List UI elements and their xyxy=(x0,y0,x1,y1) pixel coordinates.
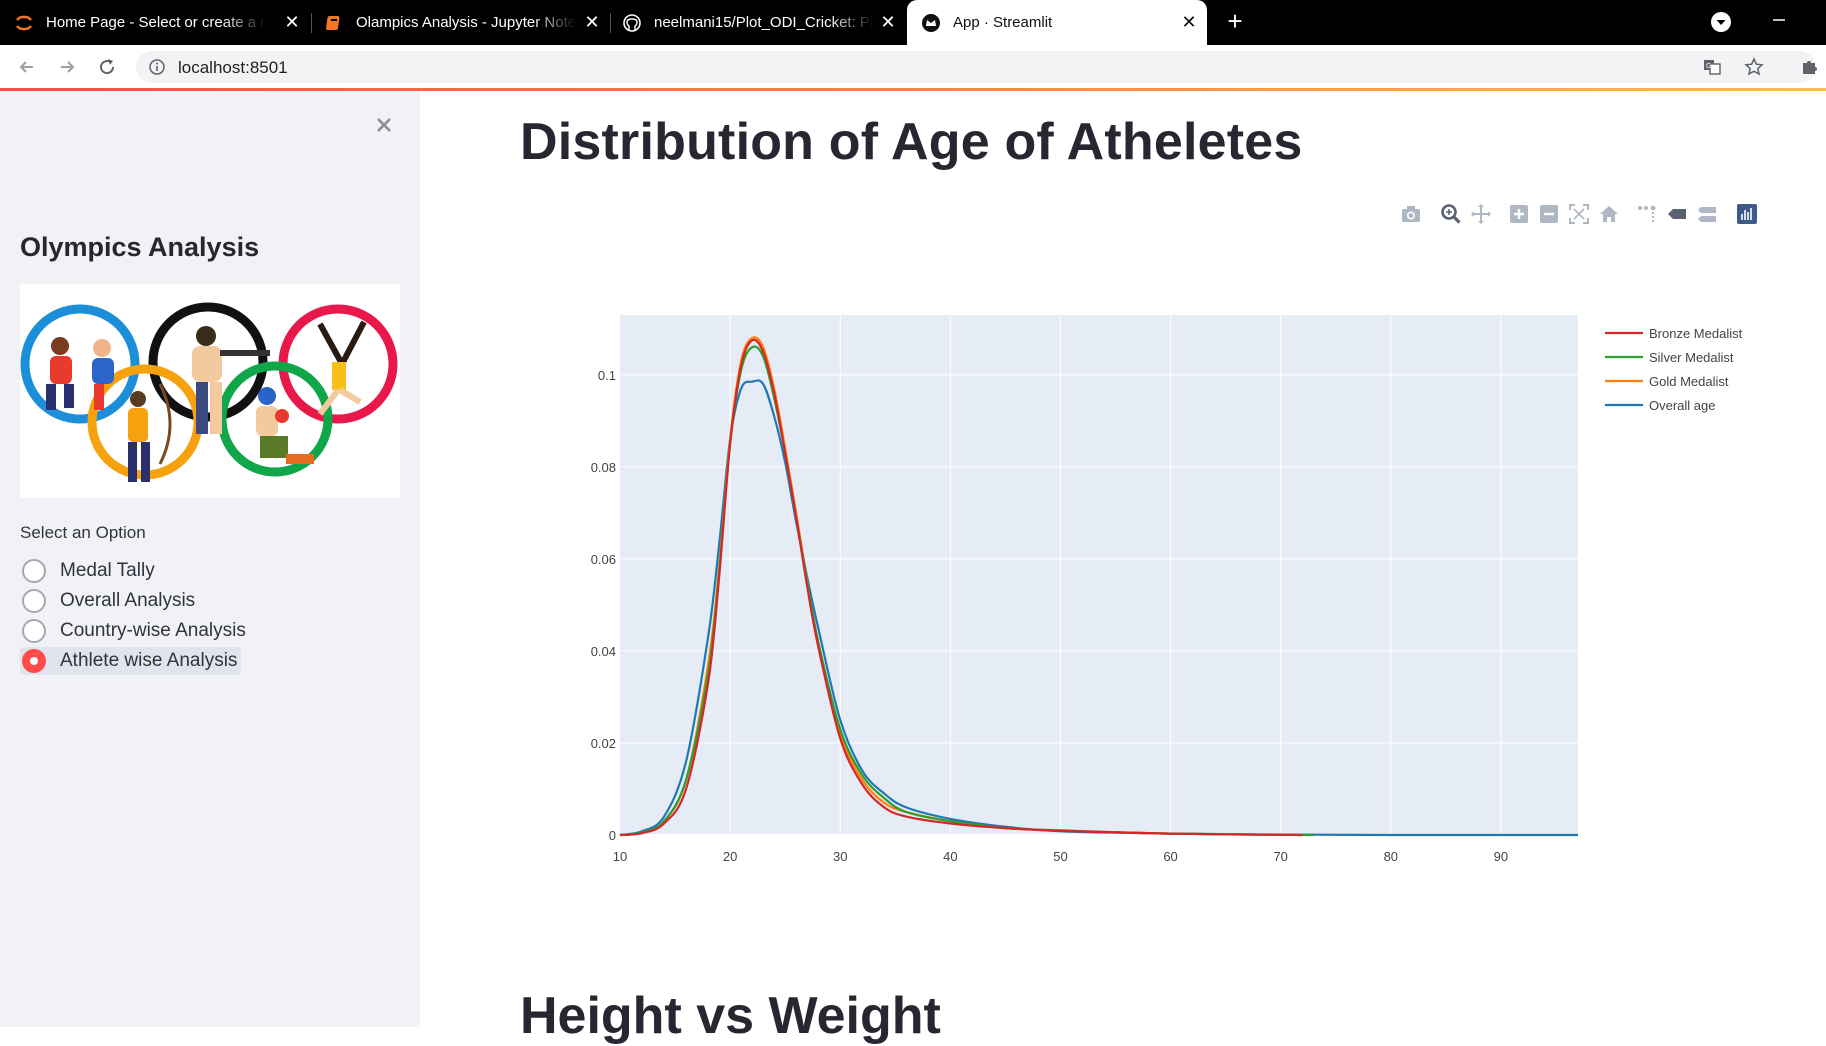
browser-toolbar: localhost:8501 G xyxy=(0,45,1826,88)
x-tick-label: 60 xyxy=(1163,849,1177,864)
tab-title: Olampics Analysis - Jupyter Notebook xyxy=(356,14,576,31)
legend-item-gold-medalist[interactable]: Gold Medalist xyxy=(1649,374,1729,389)
close-sidebar-icon[interactable] xyxy=(372,113,396,137)
page-title: Distribution of Age of Atheletes xyxy=(520,113,1303,171)
address-bar[interactable]: localhost:8501 G xyxy=(136,51,1816,83)
browser-tab-notebook[interactable]: Olampics Analysis - Jupyter Notebook ✕ xyxy=(324,0,610,45)
radio-athlete-wise-analysis[interactable]: Athlete wise Analysis xyxy=(20,647,242,675)
radio-medal-tally[interactable]: Medal Tally xyxy=(20,557,159,585)
back-button[interactable] xyxy=(14,54,40,80)
tab-title: neelmani15/Plot_ODI_Cricket: Plot xyxy=(654,14,874,31)
hover-closest-icon[interactable] xyxy=(1666,203,1688,225)
close-tab-icon[interactable]: ✕ xyxy=(284,11,300,32)
url-text[interactable]: localhost:8501 xyxy=(178,58,288,77)
radio-label[interactable]: Overall Analysis xyxy=(60,590,196,611)
home-icon[interactable] xyxy=(1598,203,1620,225)
x-tick-label: 70 xyxy=(1273,849,1287,864)
forward-arrow-icon xyxy=(61,61,75,73)
radio-button-selected[interactable] xyxy=(22,649,46,673)
reload-button[interactable] xyxy=(94,54,120,80)
browser-tab-github[interactable]: neelmani15/Plot_ODI_Cricket: Plot ✕ xyxy=(622,0,906,45)
y-tick-label: 0.06 xyxy=(591,552,616,567)
tab-separator xyxy=(311,13,312,33)
plotly-logo-icon[interactable] xyxy=(1736,203,1758,225)
y-tick-label: 0.08 xyxy=(591,460,616,475)
tab-separator xyxy=(610,13,611,33)
spike-lines-icon[interactable] xyxy=(1636,203,1658,225)
bookmark-star-icon[interactable] xyxy=(1744,57,1764,77)
zoom-icon[interactable] xyxy=(1440,203,1462,225)
radio-button[interactable] xyxy=(22,619,46,643)
legend-item-silver-medalist[interactable]: Silver Medalist xyxy=(1649,350,1734,365)
extensions-puzzle-icon[interactable] xyxy=(1800,56,1820,76)
browser-tab-jupyter-home[interactable]: Home Page - Select or create a notebook … xyxy=(14,0,310,45)
streamlit-icon xyxy=(921,13,941,33)
radio-button[interactable] xyxy=(22,559,46,583)
plot-area xyxy=(620,315,1578,835)
plotly-modebar xyxy=(1400,203,1770,225)
close-tab-icon[interactable]: ✕ xyxy=(584,11,600,32)
site-info-icon[interactable] xyxy=(149,59,165,75)
radio-label[interactable]: Athlete wise Analysis xyxy=(60,650,238,671)
radio-country-wise-analysis[interactable]: Country-wise Analysis xyxy=(20,617,250,645)
github-icon xyxy=(622,13,642,33)
close-tab-icon[interactable]: ✕ xyxy=(1181,11,1197,32)
legend-item-overall-age[interactable]: Overall age xyxy=(1649,398,1715,413)
translate-icon[interactable]: G xyxy=(1702,57,1722,77)
radio-label[interactable]: Country-wise Analysis xyxy=(60,620,246,641)
x-tick-label: 40 xyxy=(943,849,957,864)
zoom-out-icon[interactable] xyxy=(1538,203,1560,225)
x-tick-label: 50 xyxy=(1053,849,1067,864)
y-tick-label: 0.02 xyxy=(591,736,616,751)
age-distribution-chart: 10 20 30 40 50 60 70 80 90 0 0.02 0.04 0.06 0.08 0.1 Br… xyxy=(591,315,1743,864)
notebook-icon xyxy=(324,13,344,33)
x-tick-label: 10 xyxy=(613,849,627,864)
back-arrow-icon xyxy=(19,61,33,73)
series-line-bronze-medalist xyxy=(619,338,1303,837)
radio-label[interactable]: Medal Tally xyxy=(60,560,155,581)
x-tick-label: 90 xyxy=(1494,849,1508,864)
tab-title: App · Streamlit xyxy=(953,14,1053,31)
y-tick-label: 0.1 xyxy=(598,368,616,383)
x-tick-label: 80 xyxy=(1384,849,1398,864)
close-tab-icon[interactable]: ✕ xyxy=(880,11,896,32)
zoom-in-icon[interactable] xyxy=(1508,203,1530,225)
autoscale-icon[interactable] xyxy=(1568,203,1590,225)
radio-button[interactable] xyxy=(22,589,46,613)
tab-search-button[interactable] xyxy=(1710,11,1732,33)
section-title-height-vs-weight: Height vs Weight xyxy=(520,987,941,1045)
hover-compare-icon[interactable] xyxy=(1696,203,1718,225)
legend-item-bronze-medalist[interactable]: Bronze Medalist xyxy=(1649,326,1743,341)
svg-text:G: G xyxy=(1706,63,1711,70)
tab-title: Home Page - Select or create a notebook xyxy=(46,14,266,31)
new-tab-button[interactable]: + xyxy=(1227,6,1243,36)
y-tick-label: 0.04 xyxy=(591,644,616,659)
select-option-label: Select an Option xyxy=(20,523,146,542)
olympic-rings-athletes-image xyxy=(20,284,400,498)
y-tick-label: 0 xyxy=(609,828,616,843)
pan-icon[interactable] xyxy=(1470,203,1492,225)
radio-overall-analysis[interactable]: Overall Analysis xyxy=(20,587,199,615)
reload-icon xyxy=(100,59,115,75)
sidebar: Olympics Analysis xyxy=(0,91,420,1027)
browser-tab-strip: Home Page - Select or create a notebook … xyxy=(0,0,1826,45)
x-tick-label: 30 xyxy=(833,849,847,864)
forward-button[interactable] xyxy=(54,54,80,80)
browser-tab-streamlit[interactable]: App · Streamlit ✕ xyxy=(907,0,1207,45)
minimize-window-button[interactable] xyxy=(1770,8,1788,26)
jupyter-icon xyxy=(14,13,34,33)
x-tick-label: 20 xyxy=(723,849,737,864)
sidebar-title: Olympics Analysis xyxy=(20,232,260,262)
camera-icon[interactable] xyxy=(1400,203,1422,225)
streamlit-decoration-bar xyxy=(0,88,1826,91)
